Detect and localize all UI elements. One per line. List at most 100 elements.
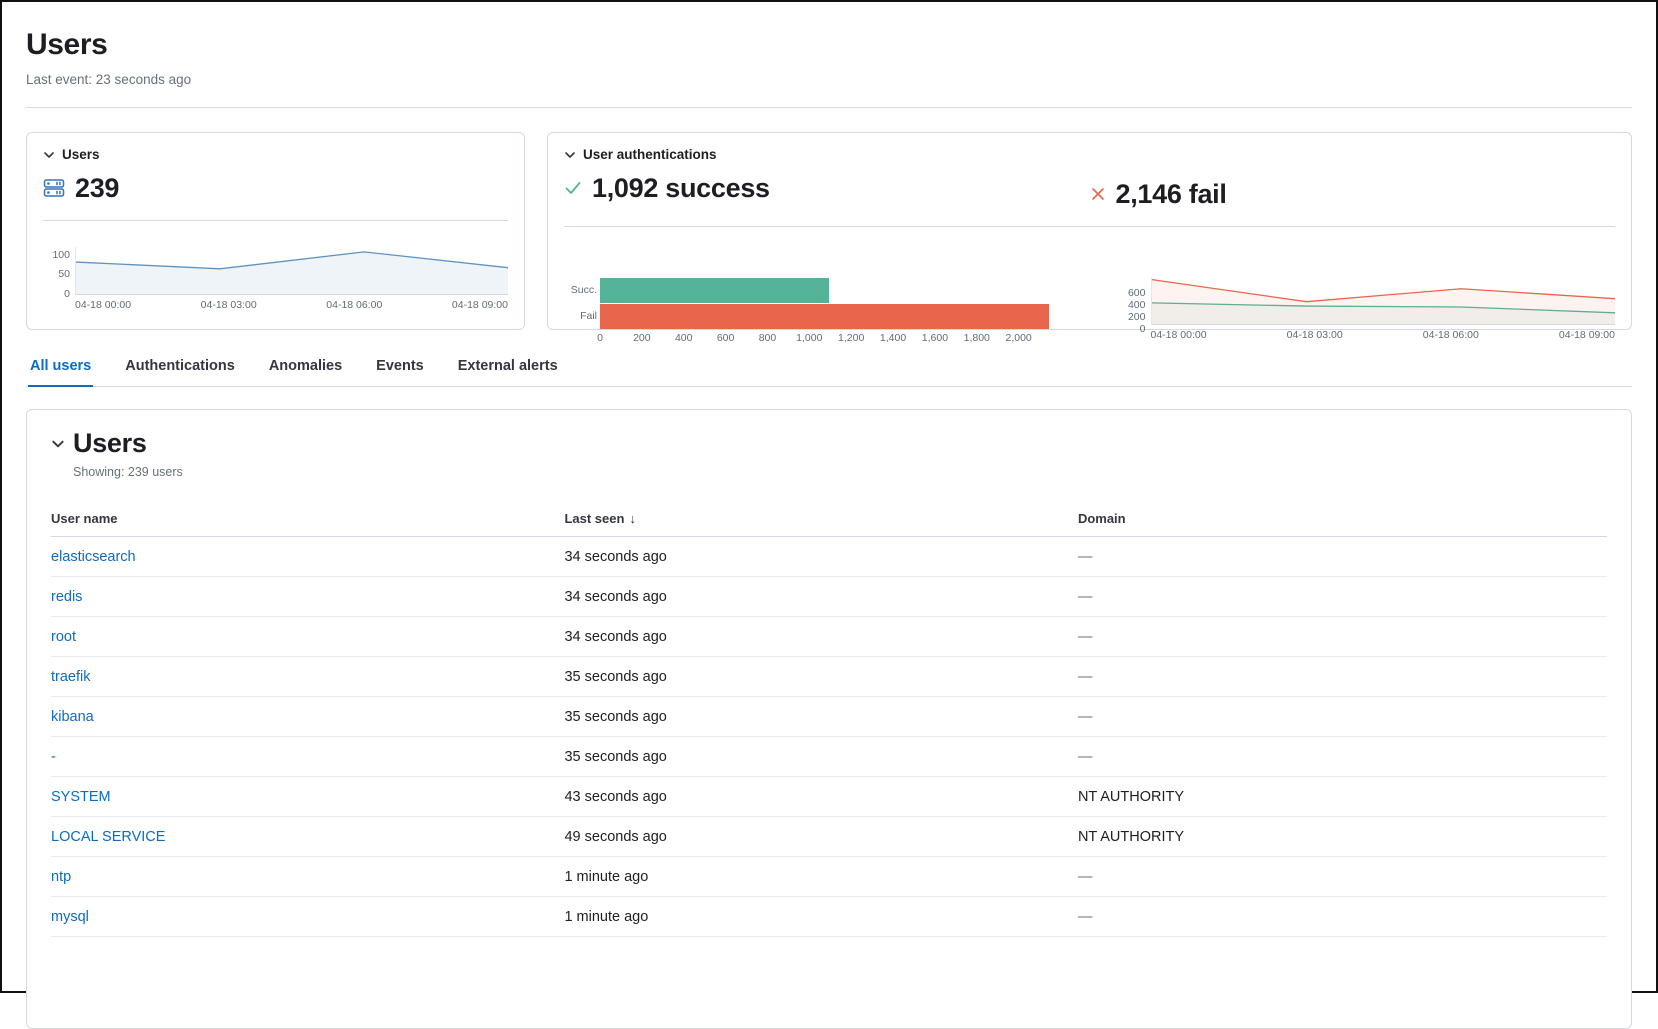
user-name-link[interactable]: - bbox=[51, 748, 56, 765]
x-tick-label: 04-18 09:00 bbox=[451, 299, 508, 311]
kpi-auth-panel: User authentications 1,092 success bbox=[547, 132, 1632, 344]
bar-succ bbox=[600, 277, 829, 303]
y-tick-label: 50 bbox=[58, 268, 70, 281]
domain-cell: NT AUTHORITY bbox=[1077, 816, 1607, 857]
users-table-showing: Showing: 239 users bbox=[73, 465, 183, 479]
table-row: - 35 seconds ago — bbox=[51, 736, 1607, 777]
cross-icon bbox=[1090, 186, 1106, 202]
user-name-link[interactable]: root bbox=[51, 628, 76, 645]
check-icon bbox=[564, 179, 582, 197]
users-table: User name Last seen ↓ Domain elasticsearc… bbox=[51, 503, 1607, 937]
sort-desc-icon: ↓ bbox=[629, 511, 636, 526]
table-row: LOCAL SERVICE 49 seconds ago NT AUTHORIT… bbox=[51, 816, 1607, 857]
bar-row: Succ. bbox=[564, 277, 1061, 303]
y-tick-label: 600 bbox=[1127, 286, 1146, 299]
last-event-text: Last event: 23 seconds ago bbox=[26, 72, 192, 87]
kpi-users-label: Users bbox=[62, 147, 100, 162]
bar-row: Fail bbox=[564, 303, 1061, 329]
chevron-down-icon[interactable] bbox=[51, 437, 65, 451]
tab-events[interactable]: Events bbox=[376, 358, 424, 374]
tab-all-users[interactable]: All users bbox=[28, 354, 94, 387]
tab-authentications[interactable]: Authentications bbox=[125, 358, 235, 374]
domain-cell: — bbox=[1077, 856, 1607, 897]
domain-cell: NT AUTHORITY bbox=[1077, 776, 1607, 817]
table-row: elasticsearch 34 seconds ago — bbox=[51, 536, 1607, 577]
users-table-title: Users bbox=[73, 428, 147, 458]
x-tick-label: 800 bbox=[758, 332, 777, 344]
x-tick-label: 04-18 00:00 bbox=[75, 299, 132, 311]
user-name-link[interactable]: traefik bbox=[51, 668, 91, 685]
table-row: root 34 seconds ago — bbox=[51, 616, 1607, 657]
x-tick-label: 1,600 bbox=[921, 332, 949, 344]
last-seen-cell: 35 seconds ago bbox=[564, 656, 1078, 697]
kpi-users-value: 239 bbox=[75, 172, 120, 203]
table-row: redis 34 seconds ago — bbox=[51, 576, 1607, 617]
y-tick-label: 200 bbox=[1127, 310, 1146, 323]
tab-external-alerts[interactable]: External alerts bbox=[457, 358, 558, 374]
users-table-panel: Users Showing: 239 users User name Last … bbox=[26, 409, 1632, 1029]
last-seen-cell: 34 seconds ago bbox=[564, 616, 1078, 657]
kpi-auth-fail-block: 2,146 fail bbox=[1090, 147, 1616, 212]
table-row: mysql 1 minute ago — bbox=[51, 896, 1607, 937]
storage-icon bbox=[43, 177, 65, 199]
y-tick-label: 0 bbox=[64, 287, 70, 300]
last-seen-cell: 43 seconds ago bbox=[564, 776, 1078, 817]
table-row: traefik 35 seconds ago — bbox=[51, 656, 1607, 697]
x-tick-label: 1,400 bbox=[879, 332, 907, 344]
x-tick-label: 04-18 06:00 bbox=[1422, 329, 1479, 341]
x-tick-label: 400 bbox=[674, 332, 693, 344]
section-tabs: All users Authentications Anomalies Even… bbox=[26, 354, 1632, 387]
plot-area bbox=[1150, 277, 1615, 325]
x-tick-label: 1,200 bbox=[838, 332, 865, 344]
auth-over-time-chart: 0 200 400 600 04-18 00:00 04-18 03:00 04-18 06… bbox=[1119, 277, 1616, 346]
users-table-body: elasticsearch 34 seconds ago — redis 34 … bbox=[51, 536, 1607, 937]
user-name-link[interactable]: elasticsearch bbox=[51, 548, 136, 565]
user-name-link[interactable]: SYSTEM bbox=[51, 788, 111, 805]
user-name-link[interactable]: ntp bbox=[51, 868, 72, 885]
last-seen-cell: 34 seconds ago bbox=[564, 536, 1078, 577]
kpi-auth-fail-value: 2,146 fail bbox=[1115, 178, 1227, 209]
y-axis: 0 200 400 600 bbox=[1119, 277, 1151, 346]
kpi-auth-divider bbox=[564, 226, 1615, 227]
bar-fail bbox=[600, 303, 1050, 329]
domain-cell: — bbox=[1077, 696, 1607, 737]
last-seen-cell: 1 minute ago bbox=[564, 856, 1078, 897]
kpi-auth-label: User authentications bbox=[583, 147, 717, 162]
x-tick-label: 0 bbox=[597, 332, 603, 344]
domain-cell: — bbox=[1077, 736, 1607, 777]
tab-anomalies[interactable]: Anomalies bbox=[268, 358, 343, 374]
user-name-link[interactable]: redis bbox=[51, 588, 83, 605]
x-tick-label: 1,000 bbox=[796, 332, 823, 344]
domain-cell: — bbox=[1077, 656, 1607, 697]
bar-category-label: Fail bbox=[580, 310, 597, 322]
page-title: Users bbox=[26, 28, 108, 61]
x-tick-label: 200 bbox=[633, 332, 651, 344]
plot-area bbox=[75, 247, 508, 295]
column-header-last-seen[interactable]: Last seen ↓ bbox=[564, 503, 1078, 537]
x-tick-label: 04-18 03:00 bbox=[1286, 329, 1343, 341]
kpi-row: Users 239 bbox=[26, 132, 1632, 344]
last-seen-cell: 34 seconds ago bbox=[564, 576, 1078, 617]
last-seen-cell: 35 seconds ago bbox=[564, 696, 1078, 737]
table-row: ntp 1 minute ago — bbox=[51, 856, 1607, 897]
header-divider bbox=[26, 107, 1632, 108]
column-header-domain: Domain bbox=[1077, 503, 1607, 537]
x-axis: 0 200 400 600 800 1,000 1,200 1,400 1,600 1,800 2,… bbox=[597, 332, 1061, 346]
table-row: SYSTEM 43 seconds ago NT AUTHORITY bbox=[51, 776, 1607, 817]
kpi-auth-success-value: 1,092 success bbox=[592, 172, 770, 203]
domain-cell: — bbox=[1077, 616, 1607, 657]
x-axis: 04-18 00:00 04-18 03:00 04-18 06:00 04-18 0… bbox=[1151, 329, 1616, 341]
x-tick-label: 04-18 00:00 bbox=[1150, 329, 1207, 341]
users-over-time-chart: 0 50 100 04-18 00:00 04-18 03:00 04-18 06:00 0… bbox=[43, 247, 508, 311]
user-name-link[interactable]: mysql bbox=[51, 908, 89, 925]
user-name-link[interactable]: LOCAL SERVICE bbox=[51, 828, 166, 845]
x-tick-label: 2,000 bbox=[1005, 332, 1032, 344]
x-tick-label: 1,800 bbox=[963, 332, 990, 344]
user-name-link[interactable]: kibana bbox=[51, 708, 94, 725]
chevron-down-icon[interactable] bbox=[43, 149, 55, 161]
chevron-down-icon[interactable] bbox=[564, 149, 576, 161]
kpi-users-divider bbox=[43, 220, 508, 221]
x-tick-label: 600 bbox=[716, 332, 735, 344]
table-row: kibana 35 seconds ago — bbox=[51, 696, 1607, 737]
